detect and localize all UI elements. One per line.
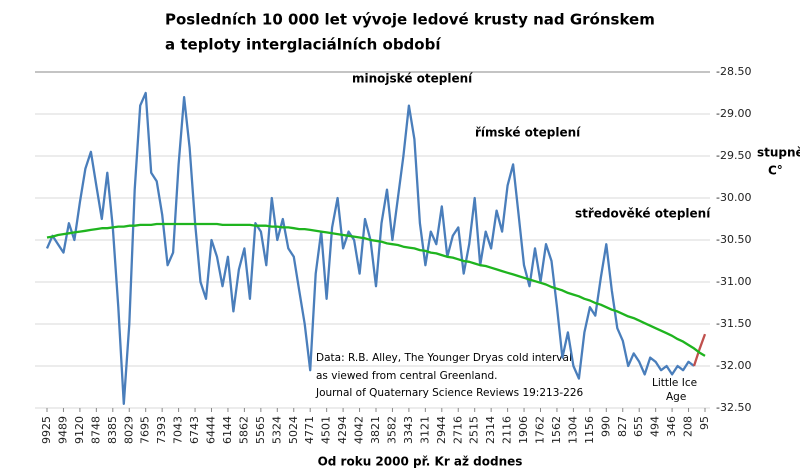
y-axis-title: stupně — [757, 146, 800, 160]
x-tick-label: 2716 — [451, 416, 464, 444]
source-note: as viewed from central Greenland. — [316, 370, 497, 382]
x-tick-label: 2116 — [501, 416, 514, 444]
y-tick-label: -30.00 — [716, 191, 751, 204]
y-tick-label: -31.50 — [716, 317, 751, 330]
y-tick-label: -32.50 — [716, 401, 751, 414]
x-tick-label: 655 — [632, 416, 645, 437]
x-tick-label: 95 — [698, 416, 711, 430]
x-tick-label: 6144 — [221, 416, 234, 444]
source-note: Journal of Quaternary Science Reviews 19… — [315, 387, 584, 399]
x-tick-label: 3121 — [418, 416, 431, 444]
x-tick-label: 7695 — [139, 416, 152, 444]
y-tick-label: -28.50 — [716, 65, 751, 78]
x-tick-label: 1906 — [517, 416, 530, 444]
x-tick-label: 9925 — [40, 416, 53, 444]
series-line — [692, 333, 707, 367]
y-tick-label: -29.50 — [716, 149, 751, 162]
y-tick-label: -30.50 — [716, 233, 751, 246]
x-tick-label: 7043 — [172, 416, 185, 444]
y-axis-title: C° — [768, 164, 783, 178]
x-tick-label: 3582 — [385, 416, 398, 444]
x-tick-label: 1562 — [550, 416, 563, 444]
x-tick-label: 7393 — [155, 416, 168, 444]
x-tick-label: 494 — [649, 416, 662, 437]
source-note: Data: R.B. Alley, The Younger Dryas cold… — [316, 352, 572, 364]
x-tick-label: 5324 — [270, 416, 283, 444]
x-tick-label: 4042 — [353, 416, 366, 444]
y-tick-label: -29.00 — [716, 107, 751, 120]
x-tick-label: 208 — [682, 416, 695, 437]
x-tick-label: 2314 — [484, 416, 497, 444]
x-tick-label: 6743 — [188, 416, 201, 444]
x-tick-label: 5862 — [237, 416, 250, 444]
x-tick-label: 2515 — [468, 416, 481, 444]
x-tick-label: 1762 — [534, 416, 547, 444]
x-tick-label: 6444 — [205, 416, 218, 444]
x-tick-label: 4294 — [336, 416, 349, 444]
x-tick-label: 1304 — [566, 416, 579, 444]
x-tick-label: 4771 — [303, 416, 316, 444]
x-tick-label: 9489 — [56, 416, 69, 444]
chart-title: Posledních 10 000 let vývoje ledové krus… — [165, 11, 655, 29]
series-line — [46, 222, 706, 357]
x-tick-label: 5565 — [254, 416, 267, 444]
x-tick-label: 8385 — [106, 416, 119, 444]
x-tick-label: 9120 — [73, 416, 86, 444]
x-tick-label: 5024 — [287, 416, 300, 444]
x-tick-label: 827 — [616, 416, 629, 437]
annotation: Age — [666, 391, 686, 403]
y-tick-label: -31.00 — [716, 275, 751, 288]
x-axis-title: Od roku 2000 př. Kr až dodnes — [318, 455, 523, 469]
x-tick-label: 8748 — [89, 416, 102, 444]
x-tick-label: 2944 — [435, 416, 448, 444]
annotation: minojské oteplení — [352, 72, 473, 86]
y-tick-label: -32.00 — [716, 359, 751, 372]
x-tick-label: 1156 — [583, 416, 596, 444]
chart-title: a teploty interglaciálních období — [165, 36, 441, 54]
x-tick-label: 3821 — [369, 416, 382, 444]
x-tick-label: 4501 — [320, 416, 333, 444]
annotation: Little Ice — [652, 377, 697, 389]
x-tick-label: 990 — [599, 416, 612, 437]
x-tick-label: 8029 — [122, 416, 135, 444]
x-tick-label: 346 — [665, 416, 678, 437]
annotation: římské oteplení — [475, 126, 581, 140]
x-tick-label: 3343 — [402, 416, 415, 444]
annotation: středověké oteplení — [575, 207, 711, 221]
